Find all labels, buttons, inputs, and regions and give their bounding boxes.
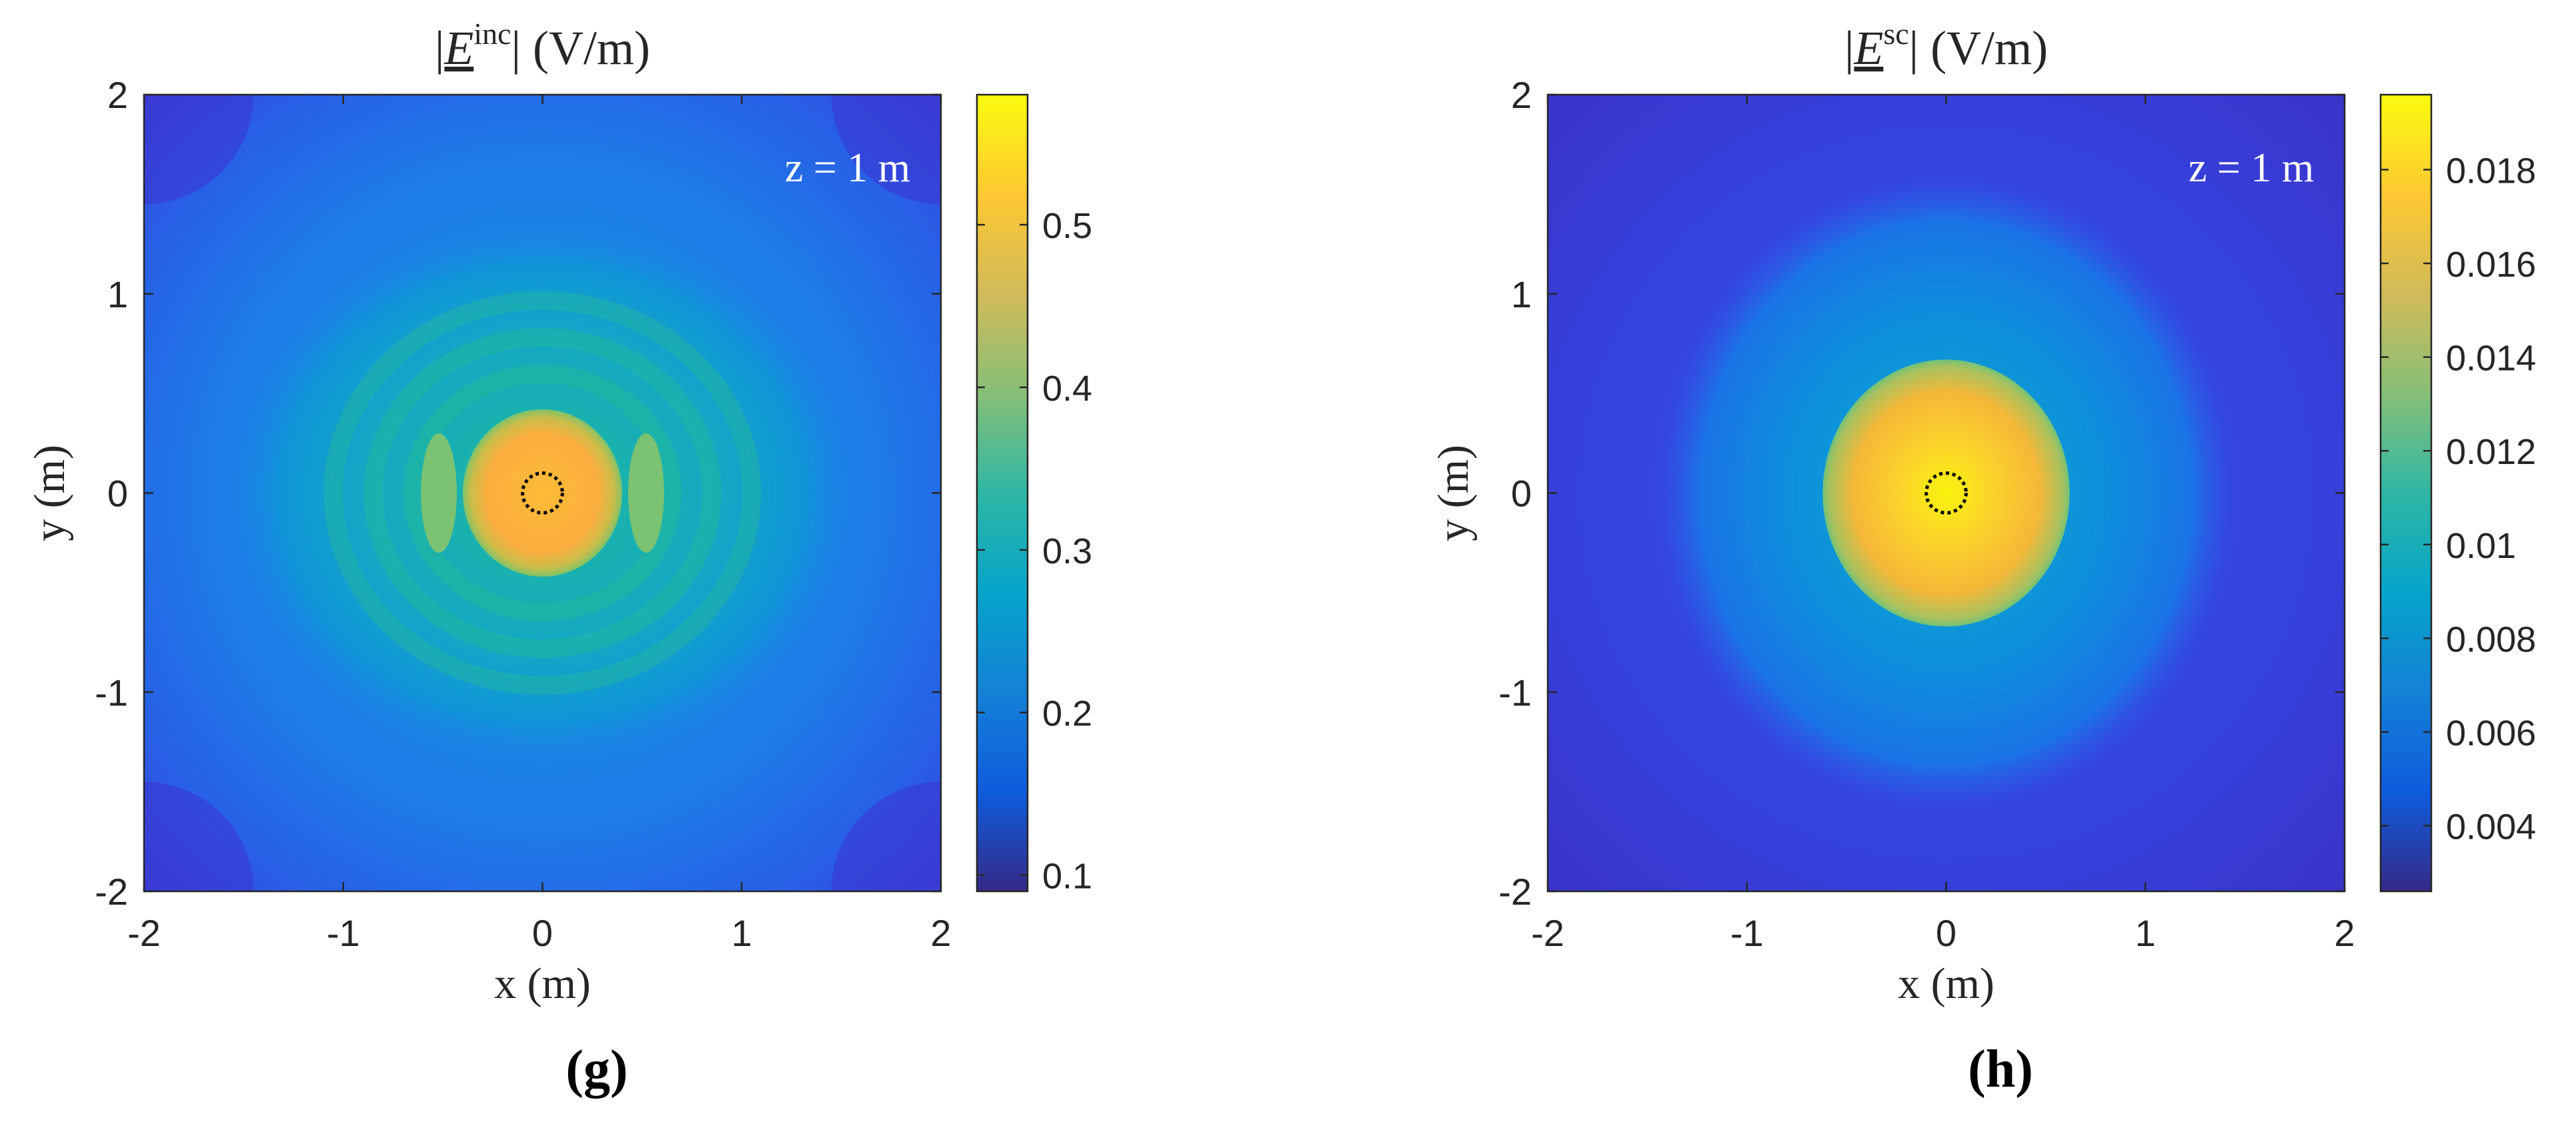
colorbar-tick-label: 0.014 bbox=[2446, 339, 2536, 379]
field-core bbox=[1822, 359, 2070, 627]
panel-label: (h) bbox=[1968, 1040, 2033, 1099]
y-tick-label: -1 bbox=[95, 671, 128, 713]
x-tick-label: -2 bbox=[1531, 912, 1564, 954]
field-core bbox=[463, 409, 622, 577]
title-suffix: | (V/m) bbox=[511, 21, 650, 75]
x-tick-label: 2 bbox=[930, 912, 951, 954]
x-tick-label: -1 bbox=[1730, 912, 1764, 954]
z-annotation: z = 1 m bbox=[2189, 145, 2314, 191]
x-tick-label: 1 bbox=[2135, 912, 2156, 954]
field-ring bbox=[403, 364, 682, 622]
right-crescent bbox=[627, 433, 664, 553]
y-tick-label: 2 bbox=[1511, 74, 1532, 116]
x-tick-label: 0 bbox=[532, 912, 553, 954]
x-tick-label: -2 bbox=[127, 912, 161, 954]
colorbar-tick-label: 0.01 bbox=[2446, 526, 2516, 566]
colorbar-tick-label: 0.2 bbox=[1042, 694, 1092, 734]
colorbar-tick-label: 0.016 bbox=[2446, 245, 2536, 285]
heatmap-field bbox=[1548, 95, 2345, 891]
x-tick-label: -1 bbox=[327, 912, 360, 954]
title-symbol: E bbox=[443, 21, 473, 75]
source-marker-circle bbox=[521, 471, 564, 515]
title-prefix: | bbox=[435, 21, 444, 75]
colorbar-tick-label: 0.018 bbox=[2446, 151, 2536, 191]
chart-title: |Esc| (V/m) bbox=[1844, 17, 2048, 75]
x-axis-label: x (m) bbox=[494, 959, 591, 1008]
chart-title: |Einc| (V/m) bbox=[435, 17, 650, 75]
y-tick-label: -2 bbox=[1498, 871, 1532, 913]
colorbar bbox=[2381, 95, 2431, 891]
y-tick-label: 2 bbox=[107, 74, 128, 116]
x-tick-label: 0 bbox=[1936, 912, 1957, 954]
x-axis-label: x (m) bbox=[1898, 959, 1995, 1008]
panel-h: -2 -1 0 1 2 2 1 0 -1 -2 x (m) y (m) |Esc| (V/m) z = 1… bbox=[1429, 17, 2536, 1099]
heatmap-field bbox=[144, 95, 941, 891]
colorbar bbox=[977, 95, 1028, 891]
title-suffix: | (V/m) bbox=[1909, 21, 2048, 75]
y-axis-label: y (m) bbox=[25, 445, 74, 541]
left-crescent bbox=[421, 433, 457, 553]
field-ring bbox=[363, 327, 722, 659]
title-superscript: sc bbox=[1883, 17, 1908, 51]
colorbar-frame bbox=[2379, 93, 2433, 893]
title-symbol: E bbox=[1853, 21, 1883, 75]
panel-label: (g) bbox=[565, 1040, 627, 1099]
y-tick-label: 1 bbox=[1511, 273, 1532, 315]
colorbar-tick-label: 0.012 bbox=[2446, 432, 2536, 472]
colorbar-tick-label: 0.008 bbox=[2446, 619, 2536, 659]
colorbar-tick-label: 0.006 bbox=[2446, 713, 2536, 753]
y-tick-label: -2 bbox=[95, 871, 128, 913]
x-tick-label: 1 bbox=[732, 912, 752, 954]
field-ring bbox=[323, 291, 762, 695]
corner-lobe bbox=[144, 95, 254, 205]
source-marker-circle bbox=[1924, 471, 1968, 515]
y-tick-label: 0 bbox=[1511, 473, 1532, 515]
x-tick-label: 2 bbox=[2334, 912, 2355, 954]
colorbar-tick-label: 0.1 bbox=[1042, 857, 1092, 897]
title-superscript: inc bbox=[473, 17, 511, 51]
title-prefix: | bbox=[1844, 21, 1854, 75]
colorbar-tick-label: 0.3 bbox=[1042, 531, 1092, 571]
z-annotation: z = 1 m bbox=[785, 145, 910, 191]
y-tick-label: 0 bbox=[107, 473, 128, 515]
y-tick-label: -1 bbox=[1498, 671, 1532, 713]
colorbar-tick-label: 0.5 bbox=[1042, 206, 1092, 246]
corner-lobe bbox=[831, 95, 941, 205]
corner-lobe bbox=[144, 781, 254, 891]
colorbar-frame bbox=[976, 93, 1029, 893]
y-tick-label: 1 bbox=[107, 273, 128, 315]
colorbar-tick-label: 0.4 bbox=[1042, 369, 1092, 409]
y-axis-label: y (m) bbox=[1429, 445, 1478, 541]
colorbar-tick-label: 0.004 bbox=[2446, 807, 2536, 847]
corner-lobe bbox=[831, 781, 941, 891]
panel-g: -2 -1 0 1 2 2 1 0 -1 -2 x (m) y (m) |Einc| (V/m) z = … bbox=[25, 17, 1092, 1099]
